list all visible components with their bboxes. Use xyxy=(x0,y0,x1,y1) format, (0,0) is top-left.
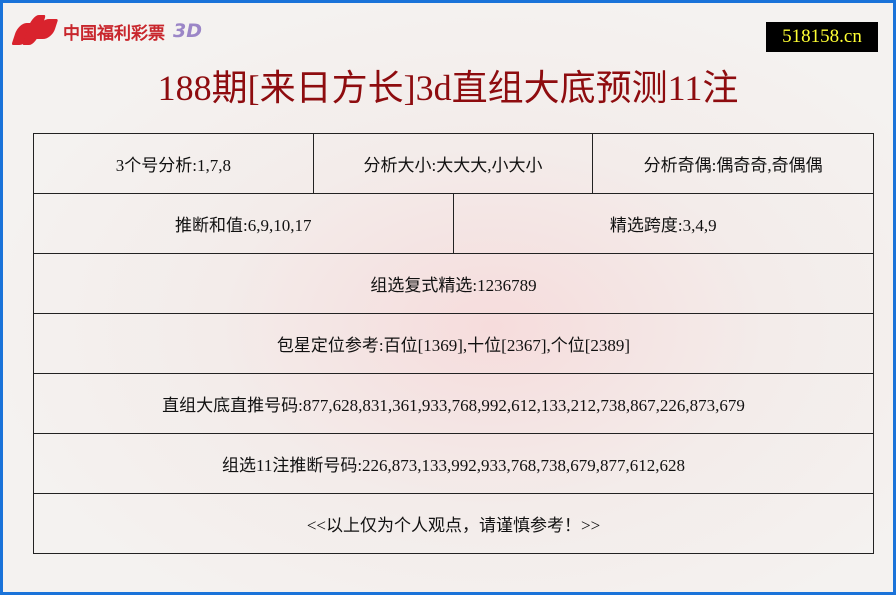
table-row: 包星定位参考:百位[1369],十位[2367],个位[2389] xyxy=(33,313,874,374)
table-row: <<以上仅为个人观点，请谨慎参考！>> xyxy=(33,493,874,554)
table-row: 组选11注推断号码:226,873,133,992,933,768,738,67… xyxy=(33,433,874,494)
table-row: 直组大底直推号码:877,628,831,361,933,768,992,612… xyxy=(33,373,874,434)
group-compound: 组选复式精选:1236789 xyxy=(33,253,874,314)
direct-numbers: 直组大底直推号码:877,628,831,361,933,768,992,612… xyxy=(33,373,874,434)
parity-analysis: 分析奇偶:偶奇奇,奇偶偶 xyxy=(592,133,874,194)
lottery-logo-icon xyxy=(11,11,59,51)
prediction-table: 3个号分析:1,7,8 分析大小:大大大,小大小 分析奇偶:偶奇奇,奇偶偶 推断… xyxy=(33,133,874,554)
page-title: 188期[来日方长]3d直组大底预测11注 xyxy=(157,68,739,108)
welfare-lottery-logo: 中国福利彩票 3D xyxy=(11,11,202,51)
table-row: 组选复式精选:1236789 xyxy=(33,253,874,314)
logo-text: 中国福利彩票 xyxy=(63,23,165,44)
position-reference: 包星定位参考:百位[1369],十位[2367],个位[2389] xyxy=(33,313,874,374)
sum-values: 推断和值:6,9,10,17 xyxy=(33,193,454,254)
group-numbers: 组选11注推断号码:226,873,133,992,933,768,738,67… xyxy=(33,433,874,494)
table-row: 推断和值:6,9,10,17 精选跨度:3,4,9 xyxy=(33,193,874,254)
disclaimer: <<以上仅为个人观点，请谨慎参考！>> xyxy=(33,493,874,554)
span-values: 精选跨度:3,4,9 xyxy=(452,193,874,254)
logo-3d: 3D xyxy=(173,20,202,42)
site-badge[interactable]: 518158.cn xyxy=(766,22,878,52)
size-analysis: 分析大小:大大大,小大小 xyxy=(312,133,594,194)
table-row: 3个号分析:1,7,8 分析大小:大大大,小大小 分析奇偶:偶奇奇,奇偶偶 xyxy=(33,133,874,194)
number-analysis: 3个号分析:1,7,8 xyxy=(33,133,314,194)
